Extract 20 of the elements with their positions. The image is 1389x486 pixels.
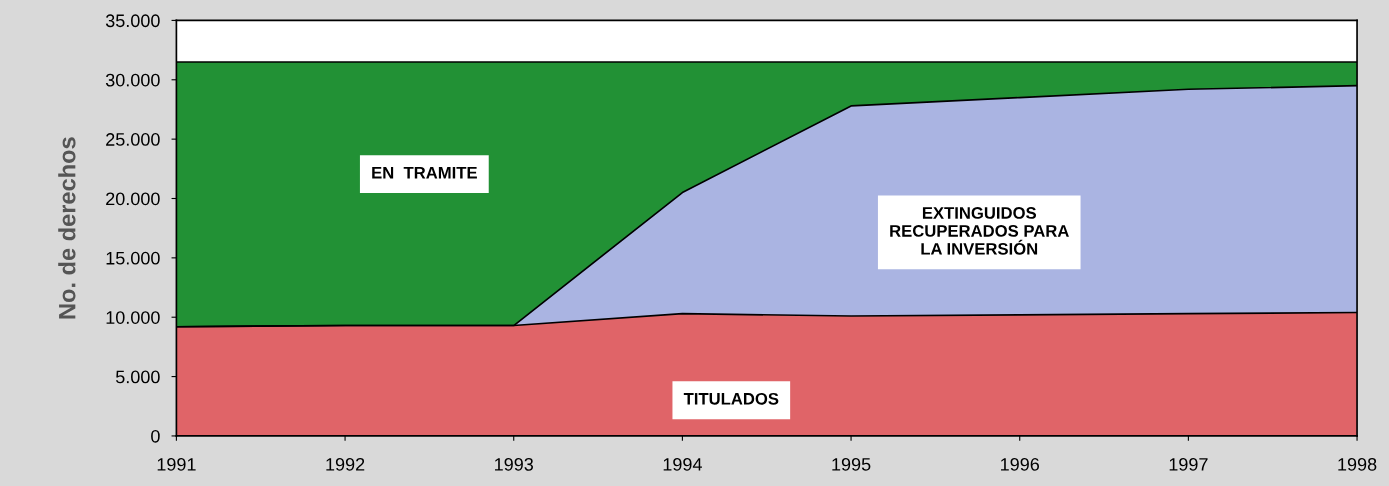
- y-tick-label: 15.000: [106, 251, 160, 265]
- x-tick-label: 1998: [1338, 457, 1377, 471]
- x-tick-label: 1991: [157, 457, 196, 471]
- x-tick-label: 1995: [832, 457, 871, 471]
- y-tick-label: 35.000: [105, 14, 160, 28]
- y-tick-label: 30.000: [105, 73, 160, 87]
- y-tick-label: 10.000: [106, 311, 160, 324]
- x-tick-label: 1994: [663, 457, 702, 471]
- x-tick-label: 1997: [1169, 457, 1208, 471]
- y-tick-label: 0: [151, 429, 160, 443]
- y-tick-label: 20.000: [106, 192, 160, 206]
- y-tick-label: 5.000: [115, 370, 160, 384]
- annotation: TITULADOS: [683, 392, 779, 405]
- annotation: EN TRAMITE: [372, 167, 477, 179]
- x-tick-label: 1992: [326, 457, 365, 471]
- y-tick-label: 25.000: [106, 133, 160, 146]
- y-axis-title: No. de derechos: [58, 137, 76, 319]
- annotation: EXTINGUIDOS RECUPERADOS PARA LA INVERSIÓN: [890, 207, 1069, 255]
- x-tick-label: 1993: [495, 457, 534, 471]
- x-tick-label: 1996: [1001, 457, 1040, 471]
